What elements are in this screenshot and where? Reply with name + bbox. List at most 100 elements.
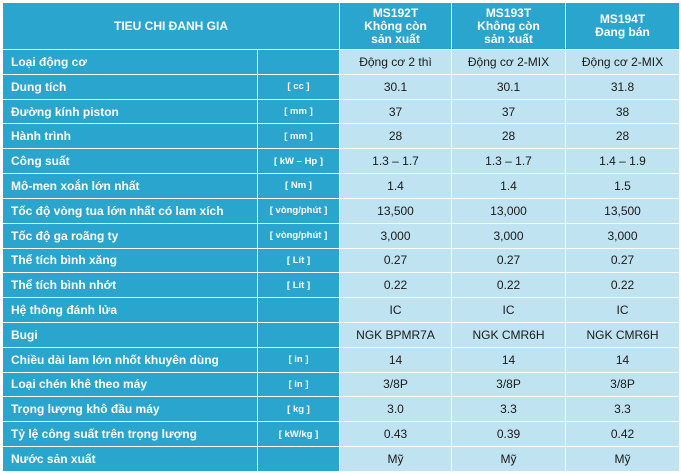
- spec-value: NGK CMR6H: [565, 321, 680, 348]
- spec-unit: [257, 297, 340, 323]
- spec-label: Chiều dài lam lớn nhốt khuyên dùng: [2, 346, 258, 373]
- spec-value: 3/8P: [339, 371, 452, 398]
- model-status: Không còn: [364, 18, 427, 33]
- model-header-ms193t: MS193T Không còn sản xuất: [451, 2, 566, 50]
- spec-value: 13,500: [565, 197, 680, 224]
- spec-label: Mô-men xoắn lớn nhất: [2, 173, 258, 199]
- spec-value: 3/8P: [451, 371, 566, 398]
- spec-value: 1.4: [451, 173, 566, 199]
- table-row: Đường kính piston[ mm ] 37 37 38: [2, 98, 680, 125]
- model-header-ms194t: MS194T Đang bán: [565, 2, 680, 50]
- spec-value: 1.5: [565, 173, 680, 199]
- spec-value: 37: [339, 98, 452, 125]
- table-row: Loại động cơ Động cơ 2 thì Động cơ 2-MIX Độ…: [2, 49, 680, 75]
- table-row: Chiều dài lam lớn nhốt khuyên dùng[ in ]…: [2, 346, 680, 373]
- spec-label: Loại chén khê theo máy: [2, 371, 258, 398]
- spec-label: Tốc độ ga roãng ty: [2, 222, 258, 249]
- model-header-ms192t: MS192T Không còn sản xuất: [339, 2, 452, 50]
- spec-value: Động cơ 2-MIX: [451, 49, 566, 75]
- spec-value: 30.1: [339, 73, 452, 100]
- spec-value: 3,000: [565, 222, 680, 249]
- spec-unit: [ vòng/phút ]: [257, 222, 340, 249]
- spec-unit: [ in ]: [257, 371, 340, 398]
- spec-value: NGK BPMR7A: [339, 321, 452, 348]
- spec-value: 1.3 – 1.7: [451, 148, 566, 175]
- spec-value: 14: [451, 346, 566, 373]
- spec-value: 37: [451, 98, 566, 125]
- spec-value: 3.3: [565, 396, 680, 423]
- spec-unit: [ vòng/phút ]: [257, 197, 340, 224]
- spec-value: 0.39: [451, 421, 566, 447]
- spec-label: Tốc độ vòng tua lớn nhất có lam xích: [2, 197, 258, 224]
- table-row: Dung tích[ cc ] 30.1 30.1 31.8: [2, 73, 680, 100]
- spec-label: Trọng lượng khô đầu máy: [2, 396, 258, 423]
- spec-unit: [ Nm ]: [257, 173, 340, 199]
- spec-label: Nước sản xuất: [2, 446, 258, 472]
- spec-value: IC: [451, 297, 566, 323]
- spec-value: 30.1: [451, 73, 566, 100]
- spec-value: IC: [339, 297, 452, 323]
- spec-value: 0.22: [451, 272, 566, 299]
- spec-value: 14: [565, 346, 680, 373]
- table-row: Trọng lượng khô đầu máy[ kg ] 3.0 3.3 3.3: [2, 396, 680, 423]
- spec-label: Hành trình: [2, 123, 258, 150]
- spec-unit: [ in ]: [257, 346, 340, 373]
- table-header: TIEU CHI ĐANH GIA MS192T Không còn sản x…: [2, 2, 680, 50]
- spec-value: 13,000: [451, 197, 566, 224]
- model-status: sản xuất: [371, 31, 420, 46]
- table-row: Mô-men xoắn lớn nhất[ Nm ] 1.4 1.4 1.5: [2, 173, 680, 199]
- spec-value: 0.27: [339, 247, 452, 274]
- spec-value: 3,000: [451, 222, 566, 249]
- model-status: sản xuất: [484, 31, 533, 46]
- spec-value: 0.27: [565, 247, 680, 274]
- table-row: Thể tích bình xăng[ Lít ] 0.27 0.27 0.27: [2, 247, 680, 274]
- spec-unit: [ cc ]: [257, 73, 340, 100]
- spec-label: Hệ thông đánh lửa: [2, 297, 258, 323]
- spec-value: Mỹ: [451, 446, 566, 472]
- table-row: Nước sản xuất Mỹ Mỹ Mỹ: [2, 446, 680, 472]
- spec-value: 0.22: [339, 272, 452, 299]
- spec-unit: [ Lít ]: [257, 247, 340, 274]
- model-status: Không còn: [477, 18, 540, 33]
- table-row: Tốc độ ga roãng ty[ vòng/phút ] 3,000 3,00…: [2, 222, 680, 249]
- table-row: Tốc độ vòng tua lớn nhất có lam xích[ vò…: [2, 197, 680, 224]
- model-status: Đang bán: [595, 25, 650, 39]
- spec-value: 0.42: [565, 421, 680, 447]
- table-row: Thể tích bình nhớt[ Lít ] 0.22 0.22 0.22: [2, 272, 680, 299]
- spec-value: 28: [565, 123, 680, 150]
- spec-value: Mỹ: [339, 446, 452, 472]
- spec-value: 0.27: [451, 247, 566, 274]
- model-name: MS192T: [372, 5, 419, 20]
- spec-unit: [257, 321, 340, 348]
- spec-label: Đường kính piston: [2, 98, 258, 125]
- table-row: Bugi NGK BPMR7A NGK CMR6H NGK CMR6H: [2, 321, 680, 348]
- table-row: Hệ thông đánh lửa IC IC IC: [2, 297, 680, 323]
- criteria-header: TIEU CHI ĐANH GIA: [2, 2, 340, 50]
- table-row: Hành trình[ mm ] 28 28 28: [2, 123, 680, 150]
- spec-value: 3/8P: [565, 371, 680, 398]
- spec-value: 3,000: [339, 222, 452, 249]
- spec-value: 1.4 – 1.9: [565, 148, 680, 175]
- spec-label: Công suất: [2, 148, 258, 175]
- spec-value: IC: [565, 297, 680, 323]
- spec-unit: [ kg ]: [257, 396, 340, 423]
- spec-label: Dung tích: [2, 73, 258, 100]
- spec-unit: [ Lít ]: [257, 272, 340, 299]
- table-row: Loại chén khê theo máy[ in ] 3/8P 3/8P 3/8P: [2, 371, 680, 398]
- spec-value: 13,500: [339, 197, 452, 224]
- spec-label: Thể tích bình xăng: [2, 247, 258, 274]
- spec-unit: [ kW – Hp ]: [257, 148, 340, 175]
- spec-unit: [257, 446, 340, 472]
- spec-value: NGK CMR6H: [451, 321, 566, 348]
- spec-unit: [ kW/kg ]: [257, 421, 340, 447]
- spec-label: Bugi: [2, 321, 258, 348]
- spec-label: Tỷ lệ công suất trên trọng lượng: [2, 421, 258, 447]
- spec-label: Loại động cơ: [2, 49, 258, 75]
- spec-unit: [ mm ]: [257, 123, 340, 150]
- spec-value: 28: [339, 123, 452, 150]
- header-row: TIEU CHI ĐANH GIA MS192T Không còn sản x…: [2, 2, 680, 50]
- spec-value: 0.43: [339, 421, 452, 447]
- spec-value: 3.0: [339, 396, 452, 423]
- spec-value: Động cơ 2 thì: [339, 49, 452, 75]
